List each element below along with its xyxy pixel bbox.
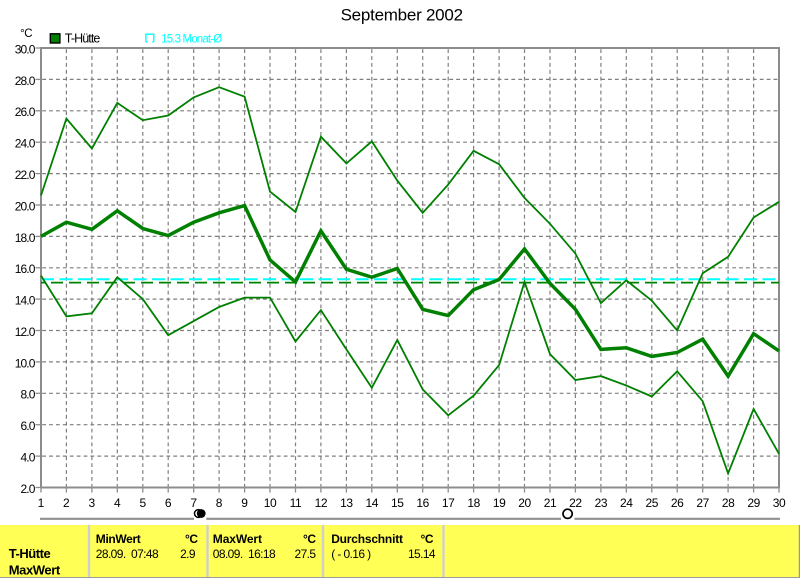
svg-text:13: 13 — [340, 496, 353, 510]
svg-text:°C: °C — [20, 28, 32, 40]
svg-text:12.0: 12.0 — [15, 325, 36, 339]
svg-text:2.9: 2.9 — [180, 547, 196, 561]
svg-text:20.0: 20.0 — [15, 199, 36, 213]
svg-text:8: 8 — [216, 496, 223, 510]
svg-text:MaxWert: MaxWert — [213, 532, 262, 546]
svg-text:18: 18 — [467, 496, 480, 510]
svg-text:MaxWert: MaxWert — [9, 563, 61, 578]
svg-text:28.0: 28.0 — [15, 74, 36, 88]
svg-text:( - 0.16 ): ( - 0.16 ) — [331, 547, 371, 561]
svg-text:1: 1 — [38, 496, 45, 510]
svg-text:20: 20 — [518, 496, 531, 510]
svg-text:21: 21 — [544, 496, 557, 510]
svg-text:6: 6 — [165, 496, 172, 510]
svg-text:2: 2 — [63, 496, 70, 510]
svg-text:September 2002: September 2002 — [341, 6, 463, 25]
svg-text:08.09. 16:18: 08.09. 16:18 — [213, 547, 276, 561]
svg-text:14.0: 14.0 — [15, 294, 36, 308]
svg-text:°C: °C — [303, 532, 316, 546]
svg-text:10.0: 10.0 — [15, 356, 36, 370]
svg-text:22: 22 — [569, 496, 582, 510]
svg-text:16: 16 — [416, 496, 429, 510]
svg-text:15.3 Monat-Ø: 15.3 Monat-Ø — [161, 33, 222, 45]
svg-text:26: 26 — [671, 496, 684, 510]
svg-text:15.14: 15.14 — [408, 547, 436, 561]
svg-text:6.0: 6.0 — [21, 419, 36, 433]
svg-text:30.0: 30.0 — [15, 42, 36, 56]
svg-text:5: 5 — [139, 496, 146, 510]
svg-text:°C: °C — [421, 532, 434, 546]
svg-text:15: 15 — [391, 496, 404, 510]
svg-text:23: 23 — [595, 496, 608, 510]
svg-text:27.5: 27.5 — [295, 547, 317, 561]
svg-text:28: 28 — [722, 496, 735, 510]
svg-text:28.09. 07:48: 28.09. 07:48 — [96, 547, 159, 561]
svg-text:9: 9 — [241, 496, 248, 510]
svg-text:27: 27 — [696, 496, 709, 510]
svg-text:17: 17 — [442, 496, 455, 510]
svg-text:MinWert: MinWert — [96, 532, 141, 546]
svg-text:3: 3 — [89, 496, 96, 510]
svg-text:12: 12 — [315, 496, 328, 510]
svg-text:25: 25 — [646, 496, 659, 510]
svg-text:24: 24 — [620, 496, 633, 510]
svg-text:24.0: 24.0 — [15, 137, 36, 151]
svg-text:2.0: 2.0 — [21, 482, 36, 496]
svg-text:4: 4 — [114, 496, 121, 510]
svg-text:22.0: 22.0 — [15, 168, 36, 182]
svg-text:10: 10 — [264, 496, 277, 510]
svg-text:30: 30 — [773, 496, 786, 510]
svg-text:16.0: 16.0 — [15, 262, 36, 276]
svg-text:°C: °C — [185, 532, 198, 546]
svg-text:T-Hütte: T-Hütte — [65, 31, 101, 45]
svg-text:14: 14 — [366, 496, 379, 510]
svg-text:26.0: 26.0 — [15, 105, 36, 119]
svg-text:4.0: 4.0 — [21, 451, 36, 465]
svg-text:11: 11 — [290, 496, 302, 510]
svg-text:19: 19 — [493, 496, 506, 510]
svg-text:Durchschnitt: Durchschnitt — [331, 532, 403, 546]
svg-text:7: 7 — [190, 496, 197, 510]
svg-text:8.0: 8.0 — [21, 388, 36, 402]
svg-text:T-Hütte: T-Hütte — [9, 546, 51, 561]
svg-text:18.0: 18.0 — [15, 231, 36, 245]
svg-text:29: 29 — [747, 496, 760, 510]
